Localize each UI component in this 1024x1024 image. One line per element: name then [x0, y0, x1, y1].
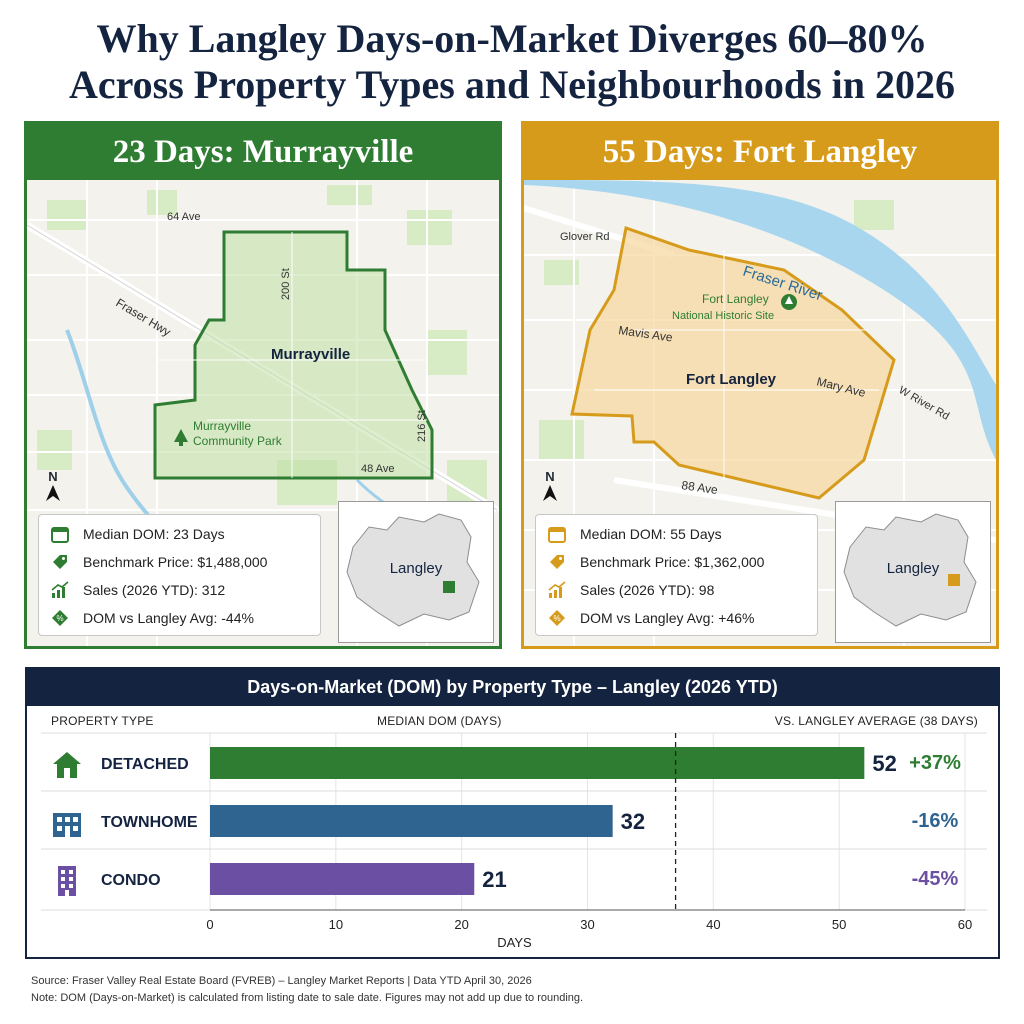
road-label-200-st: 200 St: [280, 268, 292, 300]
stat-text: Benchmark Price: $1,488,000: [83, 554, 268, 570]
house-icon: [53, 752, 81, 778]
north-arrow: N: [538, 469, 562, 505]
stat-text: Median DOM: 23 Days: [83, 526, 225, 542]
col-header-median-dom: MEDIAN DOM (DAYS): [377, 714, 502, 728]
stat-sales: Sales (2026 YTD): 98: [546, 577, 714, 603]
fort-langley-panel-header: 55 Days: Fort Langley: [524, 124, 996, 180]
col-header-vs-average: VS. LANGLEY AVERAGE (38 DAYS): [774, 714, 978, 728]
percent-tag-icon: %: [546, 607, 568, 629]
title-line-1: Why Langley Days-on-Market Diverges 60–8…: [96, 16, 928, 61]
historic-site-icon: [781, 294, 797, 310]
x-tick-label: 10: [329, 917, 343, 932]
x-tick-label: 0: [206, 917, 213, 932]
calendar-icon: [49, 523, 71, 545]
north-label: N: [545, 469, 555, 484]
north-arrow: N: [41, 469, 65, 505]
murrayville-panel-header: 23 Days: Murrayville: [27, 124, 499, 180]
stat-benchmark-price: Benchmark Price: $1,362,000: [546, 549, 764, 575]
category-label: CONDO: [101, 872, 161, 889]
north-label: N: [48, 469, 58, 484]
dom-bar-chart: Days-on-Market (DOM) by Property Type – …: [25, 667, 1000, 959]
source-note: Source: Fraser Valley Real Estate Board …: [31, 975, 532, 987]
townhome-icon: [53, 813, 81, 837]
percent-tag-icon: %: [49, 607, 71, 629]
category-condo: CONDO: [51, 861, 161, 901]
x-tick-label: 60: [958, 917, 972, 932]
stat-text: Sales (2026 YTD): 312: [83, 582, 226, 598]
area-label-fort-langley: Fort Langley: [686, 371, 777, 388]
pct-condo: -45%: [911, 868, 959, 890]
price-tag-icon: [49, 551, 71, 573]
x-tick-label: 30: [580, 917, 594, 932]
category-detached: DETACHED: [51, 745, 189, 785]
murrayville-stats: Median DOM: 23 Days Benchmark Price: $1,…: [38, 514, 321, 636]
stat-text: DOM vs Langley Avg: +46%: [580, 610, 755, 626]
condo-icon: [58, 866, 76, 896]
inset-label: Langley: [886, 560, 940, 577]
stat-sales: Sales (2026 YTD): 312: [49, 577, 225, 603]
page-title: Why Langley Days-on-Market Diverges 60–8…: [0, 16, 1024, 108]
fort-langley-panel: 55 Days: Fort Langley Fraser River Glove…: [521, 121, 999, 649]
stat-text: Median DOM: 55 Days: [580, 526, 722, 542]
x-tick-label: 50: [832, 917, 846, 932]
calendar-icon: [546, 523, 568, 545]
road-label-glover-rd: Glover Rd: [560, 231, 610, 243]
road-label-88-ave: 88 Ave: [681, 478, 719, 497]
road-label-64-ave: 64 Ave: [167, 211, 200, 223]
area-label-murrayville: Murrayville: [271, 346, 350, 363]
stat-dom-vs-avg: % DOM vs Langley Avg: +46%: [546, 605, 754, 631]
road-label-48-ave: 48 Ave: [361, 463, 394, 475]
methodology-note: Note: DOM (Days-on-Market) is calculated…: [31, 992, 584, 1004]
inset-label: Langley: [389, 560, 443, 577]
stat-median-dom: Median DOM: 23 Days: [49, 521, 225, 547]
park-icon: [174, 429, 188, 446]
stat-text: Sales (2026 YTD): 98: [580, 582, 715, 598]
category-label: TOWNHOME: [101, 814, 198, 831]
x-axis-label: DAYS: [497, 935, 532, 950]
pct-townhome: -16%: [911, 810, 959, 832]
murrayville-panel: 23 Days: Murrayville 64 Ave Fraser Hwy 2…: [24, 121, 502, 649]
murrayville-location-marker: [443, 581, 455, 593]
category-label: DETACHED: [101, 756, 189, 773]
chart-title: Days-on-Market (DOM) by Property Type – …: [27, 669, 998, 706]
fort-langley-location-marker: [948, 574, 960, 586]
bar-condo: [210, 863, 475, 895]
bar-value-label: 32: [621, 809, 645, 834]
langley-inset-map: Langley: [338, 501, 494, 643]
svg-text:%: %: [553, 614, 560, 623]
trend-up-icon: [546, 579, 568, 601]
svg-text:%: %: [56, 614, 63, 623]
col-header-property-type: PROPERTY TYPE: [51, 714, 154, 728]
price-tag-icon: [546, 551, 568, 573]
chart-plot: 52 32 21 0 10 20 30 40 50 60: [41, 732, 987, 932]
park-label-line-1: Murrayville: [193, 419, 251, 433]
x-tick-label: 40: [706, 917, 720, 932]
stat-text: Benchmark Price: $1,362,000: [580, 554, 765, 570]
trend-up-icon: [49, 579, 71, 601]
stat-benchmark-price: Benchmark Price: $1,488,000: [49, 549, 267, 575]
langley-inset-map: Langley: [835, 501, 991, 643]
bar-detached: [210, 747, 865, 779]
pct-detached: +37%: [909, 752, 961, 774]
bar-value-label: 21: [482, 867, 506, 892]
title-line-2: Across Property Types and Neighbourhoods…: [68, 62, 956, 107]
stat-text: DOM vs Langley Avg: -44%: [83, 610, 254, 626]
stat-dom-vs-avg: % DOM vs Langley Avg: -44%: [49, 605, 254, 631]
road-label-216-st: 216 St: [416, 410, 428, 442]
x-tick-label: 20: [454, 917, 468, 932]
bar-value-label: 52: [872, 751, 896, 776]
stat-median-dom: Median DOM: 55 Days: [546, 521, 722, 547]
category-townhome: TOWNHOME: [51, 803, 198, 843]
site-label-line-2: National Historic Site: [672, 310, 774, 322]
north-arrow-icon: [46, 485, 60, 501]
north-arrow-icon: [543, 485, 557, 501]
park-label-line-2: Community Park: [193, 434, 283, 448]
bar-townhome: [210, 805, 613, 837]
fort-langley-stats: Median DOM: 55 Days Benchmark Price: $1,…: [535, 514, 818, 636]
site-label-line-1: Fort Langley: [702, 292, 769, 306]
